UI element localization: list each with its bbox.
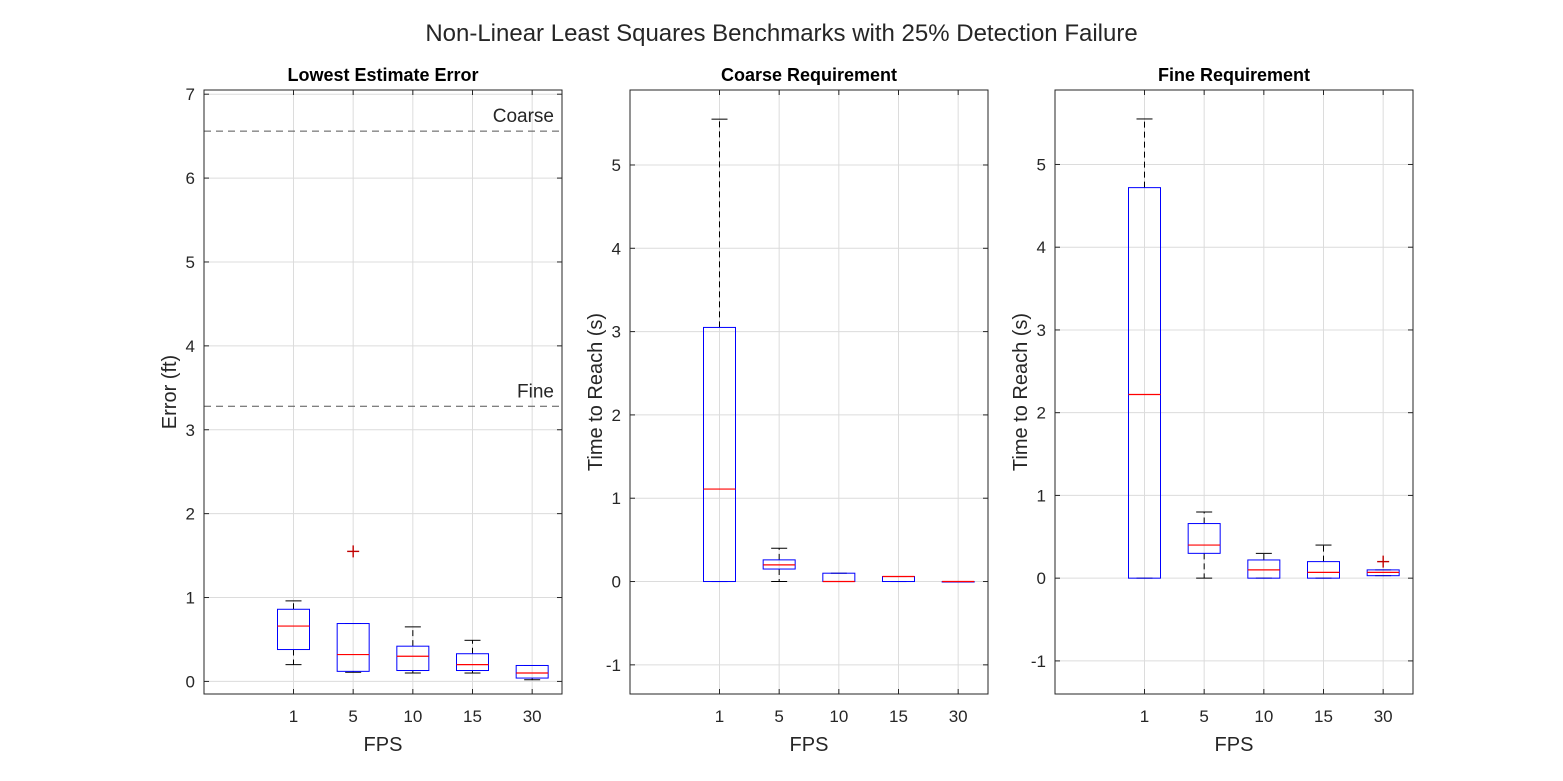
figure-title: Non-Linear Least Squares Benchmarks with… xyxy=(425,20,1138,47)
y-tick-label: 1 xyxy=(612,489,621,508)
y-tick-label: 2 xyxy=(1037,404,1046,423)
y-tick-label: 1 xyxy=(1037,486,1046,505)
x-tick-label: 15 xyxy=(889,707,908,726)
y-tick-label: 3 xyxy=(612,323,621,342)
y-tick-label: 0 xyxy=(612,573,621,592)
box-10 xyxy=(822,572,856,583)
box-30 xyxy=(1366,555,1400,577)
box-5 xyxy=(336,545,370,673)
y-tick-label: -1 xyxy=(606,656,621,675)
reference-line-label: Coarse xyxy=(493,106,554,127)
box-iqr xyxy=(515,664,549,679)
y-axis-label: Time to Reach (s) xyxy=(585,313,607,471)
x-tick-label: 30 xyxy=(1374,707,1393,726)
reference-line-label: Fine xyxy=(517,381,554,402)
y-tick-label: 4 xyxy=(186,337,195,356)
y-tick-label: 2 xyxy=(186,505,195,524)
x-tick-label: 15 xyxy=(463,707,482,726)
box-5 xyxy=(1187,511,1221,579)
box-15 xyxy=(456,639,489,674)
axes-frame xyxy=(1054,89,1414,695)
box-30 xyxy=(941,580,975,583)
x-tick-label: 15 xyxy=(1314,707,1333,726)
outlier-marker xyxy=(347,545,360,558)
box-15 xyxy=(1307,544,1340,579)
x-tick-label: 5 xyxy=(774,707,783,726)
y-tick-label: 1 xyxy=(186,589,195,608)
y-tick-label: 5 xyxy=(612,156,621,175)
x-tick-label: 1 xyxy=(1140,707,1149,726)
box-iqr xyxy=(336,623,370,672)
box-iqr xyxy=(1307,561,1340,579)
box-5 xyxy=(762,547,796,583)
x-tick-label: 1 xyxy=(715,707,724,726)
y-axis-label: Time to Reach (s) xyxy=(1010,313,1032,471)
y-tick-label: 5 xyxy=(1037,155,1046,174)
box-1 xyxy=(1128,118,1161,579)
box-10 xyxy=(1247,552,1281,579)
x-tick-label: 5 xyxy=(348,707,357,726)
y-tick-label: -1 xyxy=(1031,652,1046,671)
y-tick-label: 3 xyxy=(1037,321,1046,340)
box-iqr xyxy=(1247,559,1281,579)
box-iqr xyxy=(277,608,310,651)
x-tick-label: 1 xyxy=(289,707,298,726)
outlier-marker xyxy=(1377,555,1390,568)
box-iqr xyxy=(1187,523,1221,554)
panel-title: Lowest Estimate Error xyxy=(287,65,478,85)
box-30 xyxy=(515,664,549,681)
box-1 xyxy=(703,118,736,583)
x-axis-label: FPS xyxy=(364,734,403,756)
box-1 xyxy=(277,600,310,666)
x-tick-label: 5 xyxy=(1199,707,1208,726)
panel-title: Fine Requirement xyxy=(1158,65,1310,85)
y-tick-label: 5 xyxy=(186,253,195,272)
box-15 xyxy=(882,575,915,583)
y-tick-label: 2 xyxy=(612,406,621,425)
y-tick-label: 0 xyxy=(1037,569,1046,588)
x-tick-label: 30 xyxy=(949,707,968,726)
panel-title: Coarse Requirement xyxy=(721,65,897,85)
y-tick-label: 4 xyxy=(1037,238,1046,257)
y-tick-label: 6 xyxy=(186,169,195,188)
axes-frame xyxy=(203,89,563,695)
x-tick-label: 10 xyxy=(1254,707,1273,726)
x-tick-label: 10 xyxy=(829,707,848,726)
y-tick-label: 7 xyxy=(186,85,195,104)
box-iqr xyxy=(396,645,430,672)
box-iqr xyxy=(703,326,736,583)
x-axis-label: FPS xyxy=(1215,734,1254,756)
x-tick-label: 10 xyxy=(403,707,422,726)
y-tick-label: 4 xyxy=(612,239,621,258)
x-tick-label: 30 xyxy=(523,707,542,726)
box-iqr xyxy=(456,653,489,672)
box-iqr xyxy=(1128,187,1161,579)
axes-frame xyxy=(629,89,989,695)
y-tick-label: 3 xyxy=(186,421,195,440)
y-tick-label: 0 xyxy=(186,672,195,691)
y-axis-label: Error (ft) xyxy=(159,355,181,429)
x-axis-label: FPS xyxy=(790,734,829,756)
box-10 xyxy=(396,626,430,674)
